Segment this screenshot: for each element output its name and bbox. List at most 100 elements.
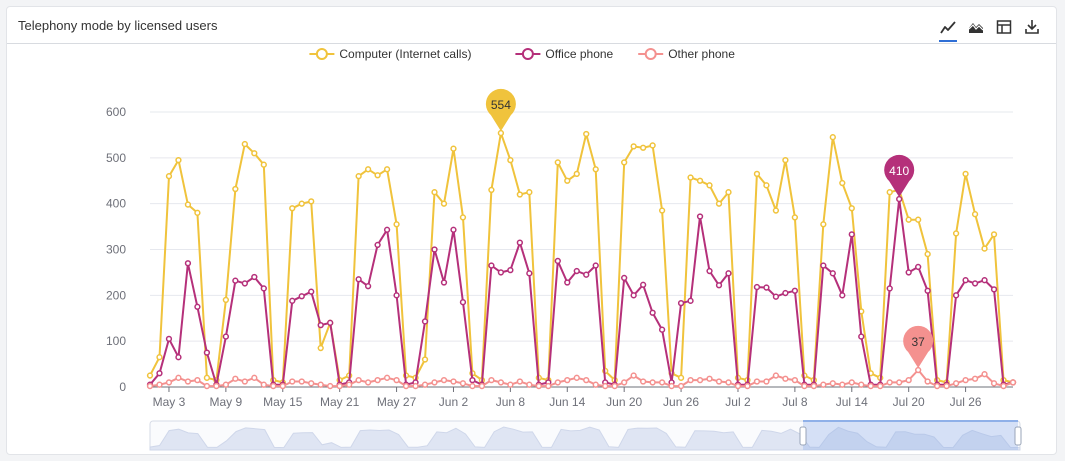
data-point[interactable] bbox=[260, 285, 267, 292]
data-point[interactable] bbox=[194, 209, 201, 216]
data-point[interactable] bbox=[677, 374, 685, 381]
data-point[interactable] bbox=[677, 299, 685, 307]
data-point[interactable] bbox=[289, 378, 296, 385]
data-point[interactable] bbox=[251, 150, 258, 157]
data-point[interactable] bbox=[725, 379, 732, 386]
data-point[interactable] bbox=[431, 189, 438, 196]
data-point[interactable] bbox=[213, 382, 220, 390]
data-point[interactable] bbox=[687, 174, 694, 181]
data-point[interactable] bbox=[545, 382, 552, 390]
data-point[interactable] bbox=[298, 200, 305, 207]
data-point[interactable] bbox=[251, 273, 258, 281]
data-point[interactable] bbox=[725, 189, 732, 196]
data-point[interactable] bbox=[649, 379, 656, 386]
data-point[interactable] bbox=[194, 303, 201, 310]
data-point[interactable] bbox=[621, 159, 628, 166]
data-point[interactable] bbox=[374, 241, 381, 249]
data-point[interactable] bbox=[990, 286, 998, 293]
data-point[interactable] bbox=[621, 379, 628, 386]
data-point[interactable] bbox=[241, 140, 248, 148]
data-point[interactable] bbox=[971, 211, 979, 218]
line-chart-button[interactable] bbox=[936, 15, 960, 42]
data-point[interactable] bbox=[962, 277, 969, 284]
data-point[interactable] bbox=[497, 129, 505, 137]
data-point[interactable] bbox=[592, 166, 599, 173]
data-point[interactable] bbox=[526, 189, 533, 196]
data-point[interactable] bbox=[203, 382, 211, 390]
data-point[interactable] bbox=[516, 378, 524, 385]
data-point[interactable] bbox=[564, 376, 571, 384]
data-point[interactable] bbox=[327, 319, 334, 326]
data-point[interactable] bbox=[554, 379, 561, 386]
data-point[interactable] bbox=[383, 374, 391, 381]
data-point[interactable] bbox=[791, 287, 799, 294]
data-point[interactable] bbox=[952, 230, 960, 237]
data-point[interactable] bbox=[649, 309, 656, 316]
data-point[interactable] bbox=[915, 366, 922, 374]
data-point[interactable] bbox=[1009, 379, 1017, 386]
data-point[interactable] bbox=[639, 144, 647, 151]
data-point[interactable] bbox=[696, 213, 704, 220]
legend-item[interactable]: Other phone bbox=[638, 47, 735, 61]
data-point[interactable] bbox=[839, 179, 846, 187]
data-point[interactable] bbox=[165, 379, 173, 386]
data-point[interactable] bbox=[355, 376, 362, 384]
data-point[interactable] bbox=[459, 380, 467, 387]
data-point[interactable] bbox=[658, 207, 666, 214]
data-point[interactable] bbox=[896, 195, 903, 203]
data-point[interactable] bbox=[981, 245, 988, 252]
data-point[interactable] bbox=[232, 277, 239, 284]
data-point[interactable] bbox=[194, 376, 201, 384]
data-point[interactable] bbox=[583, 376, 590, 384]
data-point[interactable] bbox=[488, 262, 495, 269]
data-point[interactable] bbox=[858, 333, 865, 340]
data-point[interactable] bbox=[753, 283, 761, 291]
data-point[interactable] bbox=[222, 296, 230, 304]
data-point[interactable] bbox=[848, 231, 855, 238]
data-point[interactable] bbox=[402, 382, 410, 390]
data-point[interactable] bbox=[526, 381, 533, 388]
data-point[interactable] bbox=[526, 270, 533, 277]
data-point[interactable] bbox=[431, 246, 438, 253]
data-point[interactable] bbox=[573, 267, 580, 275]
data-point[interactable] bbox=[782, 375, 789, 382]
data-point[interactable] bbox=[971, 280, 979, 287]
data-point[interactable] bbox=[772, 207, 780, 214]
data-point[interactable] bbox=[706, 182, 713, 189]
data-point[interactable] bbox=[260, 161, 267, 168]
data-point[interactable] bbox=[905, 376, 912, 384]
data-point[interactable] bbox=[516, 239, 524, 246]
data-point[interactable] bbox=[241, 378, 248, 385]
data-point[interactable] bbox=[896, 379, 903, 386]
data-point[interactable] bbox=[175, 156, 182, 164]
data-point[interactable] bbox=[327, 382, 334, 390]
data-point[interactable] bbox=[772, 293, 780, 300]
data-point[interactable] bbox=[507, 156, 514, 164]
legend-item[interactable]: Office phone bbox=[515, 47, 614, 61]
data-point[interactable] bbox=[440, 200, 448, 207]
data-point[interactable] bbox=[289, 205, 296, 212]
data-point[interactable] bbox=[355, 276, 362, 283]
data-point[interactable] bbox=[867, 382, 874, 390]
data-point[interactable] bbox=[990, 380, 998, 387]
data-point[interactable] bbox=[687, 297, 694, 304]
data-point[interactable] bbox=[981, 371, 988, 378]
data-point[interactable] bbox=[488, 376, 495, 384]
data-point[interactable] bbox=[706, 375, 713, 382]
data-point[interactable] bbox=[175, 374, 182, 381]
data-point[interactable] bbox=[820, 381, 827, 388]
data-point[interactable] bbox=[943, 382, 950, 390]
data-point[interactable] bbox=[203, 374, 211, 381]
data-point[interactable] bbox=[364, 166, 372, 173]
data-point[interactable] bbox=[393, 221, 400, 228]
data-point[interactable] bbox=[905, 269, 912, 276]
data-point[interactable] bbox=[810, 382, 817, 390]
data-point[interactable] bbox=[668, 382, 675, 390]
data-point[interactable] bbox=[877, 382, 884, 390]
data-point[interactable] bbox=[621, 274, 628, 282]
data-point[interactable] bbox=[706, 267, 713, 275]
data-point[interactable] bbox=[383, 226, 391, 233]
data-point[interactable] bbox=[630, 292, 637, 299]
data-point[interactable] bbox=[146, 372, 154, 379]
data-point[interactable] bbox=[639, 281, 647, 288]
